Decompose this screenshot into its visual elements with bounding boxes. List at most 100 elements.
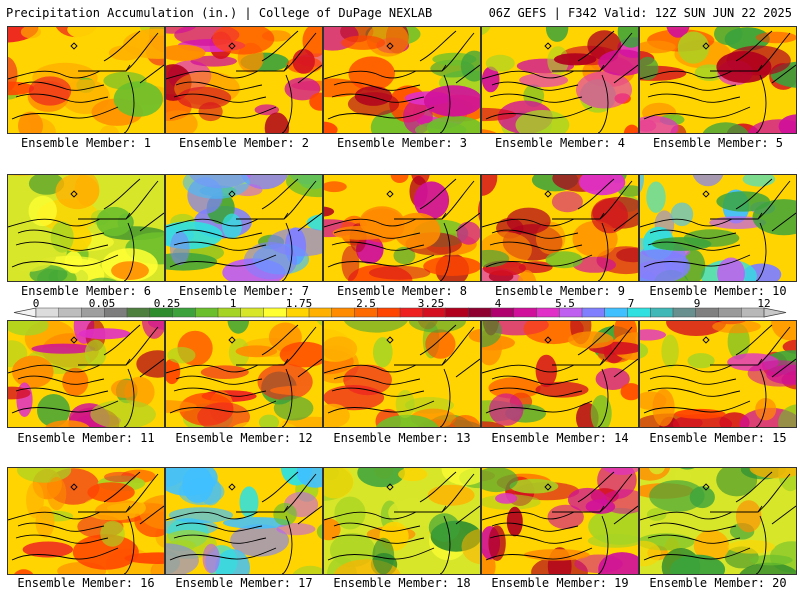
color-scale-swatch <box>195 307 219 318</box>
geo-boundary-line <box>771 505 796 525</box>
precip-blob <box>284 77 321 101</box>
precip-blob <box>182 175 250 199</box>
geo-boundary-line <box>757 473 791 513</box>
geo-boundary-line <box>125 473 159 513</box>
geo-boundary-line <box>17 81 105 91</box>
precip-blob <box>749 468 796 479</box>
geo-boundary-line <box>139 212 164 232</box>
precip-blob <box>693 530 730 562</box>
geo-boundary-line <box>439 515 451 574</box>
diamond-marker-icon <box>228 336 236 344</box>
geo-boundary-line <box>175 229 263 239</box>
geo-boundary-line <box>597 74 609 133</box>
color-scale-swatch <box>126 307 151 318</box>
precip-blob <box>515 110 570 133</box>
precip-field <box>324 321 480 427</box>
diamond-marker-icon <box>544 483 552 491</box>
geo-boundary-line <box>735 30 773 62</box>
geo-boundary-line <box>482 70 575 80</box>
geo-boundary-line <box>261 30 299 62</box>
precip-field <box>166 468 322 574</box>
precip-blob <box>14 569 34 574</box>
geo-boundary-line <box>439 222 451 281</box>
precip-field <box>482 321 638 427</box>
geo-boundary-line <box>125 32 159 72</box>
geo-boundary-line <box>173 93 267 103</box>
precip-field <box>640 468 796 574</box>
ensemble-member-caption: Ensemble Member: 17 <box>175 576 313 590</box>
precip-blob <box>170 231 190 266</box>
precip-blob <box>267 227 322 257</box>
geo-boundary-line <box>640 511 733 521</box>
precip-blob <box>227 321 250 334</box>
precip-blob <box>373 337 393 368</box>
geo-boundary-line <box>599 32 633 72</box>
precip-blob <box>235 345 278 358</box>
geo-boundary-line <box>755 515 767 574</box>
geo-boundary-line <box>613 64 638 84</box>
color-scale-tick-label: 3.25 <box>417 297 445 310</box>
precip-blob <box>646 508 667 521</box>
precip-blob <box>646 181 666 213</box>
precip-field <box>640 321 796 427</box>
precip-blob <box>482 66 500 93</box>
precip-blob <box>369 265 431 280</box>
diamond-marker-icon <box>544 190 552 198</box>
geo-boundary-line <box>485 547 593 561</box>
precip-blob <box>296 468 322 488</box>
precip-blob <box>8 386 31 400</box>
color-scale-swatch <box>263 307 287 318</box>
precip-blob <box>489 393 524 426</box>
precip-blob <box>426 115 480 133</box>
precip-field <box>166 27 322 133</box>
geo-boundary-line <box>175 81 263 91</box>
precip-blob <box>648 468 665 475</box>
precip-blob <box>633 132 638 133</box>
geo-boundary-line <box>735 178 773 210</box>
geo-boundary-line <box>647 387 741 397</box>
precip-blob <box>495 493 518 504</box>
precip-blob <box>640 175 644 193</box>
precip-blob <box>620 383 638 401</box>
geo-boundary-line <box>643 106 751 120</box>
geo-boundary-line <box>169 106 277 120</box>
color-scale-tick-label: 5.5 <box>555 297 575 310</box>
geo-boundary-line <box>281 368 293 427</box>
precip-blob <box>778 114 796 133</box>
geo-boundary-line <box>331 93 425 103</box>
geo-boundary-line <box>489 387 583 397</box>
precip-blob <box>28 175 65 195</box>
geo-boundary-line <box>15 387 109 397</box>
color-scale-swatch <box>377 307 401 318</box>
precip-blob <box>689 486 715 509</box>
color-scale-tick-label: 2.5 <box>356 297 376 310</box>
precip-blob <box>574 554 623 574</box>
precip-blob <box>449 415 480 427</box>
geo-boundary-line <box>327 547 435 561</box>
geo-boundary-line <box>489 534 583 544</box>
geo-boundary-line <box>11 547 119 561</box>
geo-boundary-line <box>281 222 293 281</box>
precip-blob <box>344 321 408 333</box>
precip-blob <box>585 499 616 514</box>
geo-boundary-line <box>324 511 417 521</box>
precip-blob <box>111 261 149 280</box>
ensemble-member-caption: Ensemble Member: 8 <box>336 284 468 298</box>
geo-boundary-line <box>482 364 575 374</box>
diamond-marker-icon <box>228 483 236 491</box>
precip-blob <box>468 329 480 343</box>
geo-boundary-line <box>735 324 773 356</box>
color-scale-swatch <box>468 307 492 318</box>
diamond-marker-icon <box>386 336 394 344</box>
geo-boundary-line <box>647 93 741 103</box>
precip-blob <box>372 537 395 574</box>
precip-blob <box>302 27 322 58</box>
precip-blob <box>482 249 510 268</box>
geo-boundary-line <box>455 358 480 378</box>
precip-blob <box>587 533 638 548</box>
precip-blob <box>55 175 100 210</box>
precip-blob <box>67 27 128 42</box>
geo-boundary-line <box>599 326 633 366</box>
precip-blob <box>535 354 557 388</box>
geo-boundary-line <box>419 324 457 356</box>
